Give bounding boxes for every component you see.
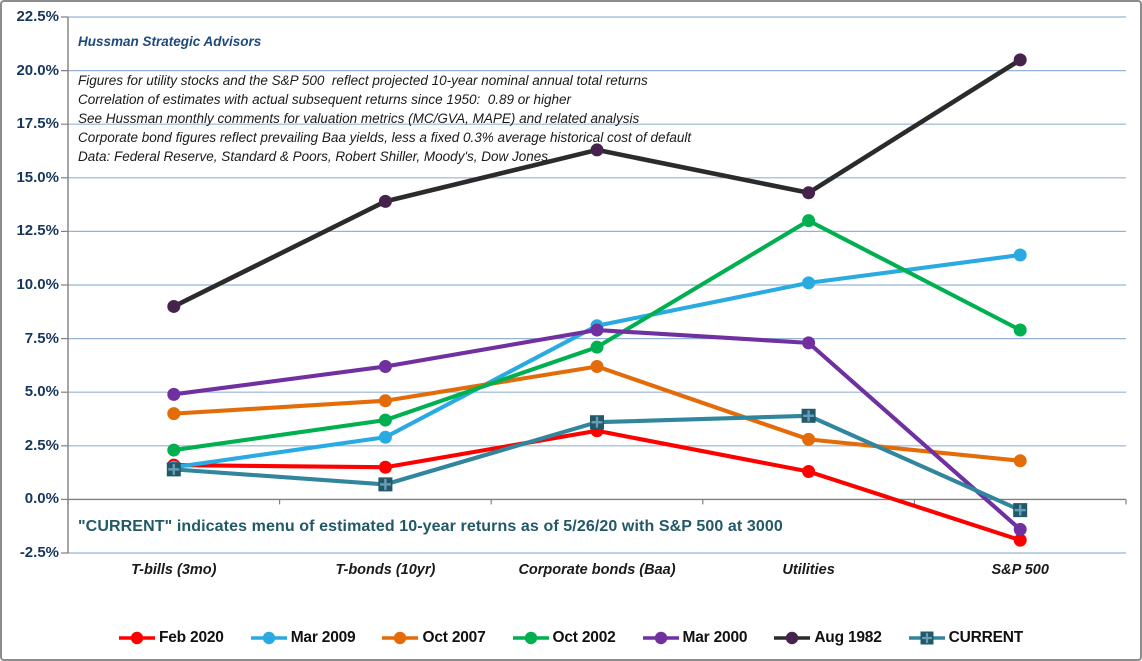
annotation-line: Figures for utility stocks and the S&P 5…	[78, 73, 648, 88]
legend-item-mar-2000: Mar 2000	[642, 629, 748, 647]
marker-dot	[802, 465, 816, 479]
marker-dot	[378, 430, 392, 444]
legend-marker-icon	[118, 631, 155, 645]
legend-item-aug-1982: Aug 1982	[774, 629, 882, 647]
x-axis-label: Corporate bonds (Baa)	[518, 562, 676, 578]
marker-dot	[802, 186, 816, 200]
y-axis-label: -2.5%	[19, 544, 59, 561]
marker-dot	[1013, 533, 1027, 547]
marker-dot	[167, 387, 181, 401]
marker-dot	[802, 432, 816, 446]
legend-label: Mar 2009	[290, 629, 356, 646]
x-axis-label: T-bills (3mo)	[131, 562, 217, 578]
marker-dot	[1013, 454, 1027, 468]
legend-marker-icon	[774, 631, 811, 645]
marker-dot	[1013, 248, 1027, 262]
legend-marker-icon	[382, 631, 419, 645]
marker-dot	[378, 394, 392, 408]
legend-label: Oct 2007	[422, 629, 486, 646]
marker-dot	[167, 443, 181, 457]
annotation-line: See Hussman monthly comments for valuati…	[78, 111, 640, 126]
legend-marker-icon	[642, 631, 679, 645]
marker-dot	[590, 359, 604, 373]
legend-label: Aug 1982	[814, 629, 882, 646]
marker-dot	[590, 323, 604, 337]
current-footnote: "CURRENT" indicates menu of estimated 10…	[78, 518, 783, 535]
legend-marker-icon	[908, 631, 945, 645]
marker-dot	[802, 214, 816, 228]
marker-dot	[1013, 522, 1027, 536]
marker-dot	[1013, 323, 1027, 337]
annotation-line: Data: Federal Reserve, Standard & Poors,…	[78, 149, 549, 164]
legend-label: Feb 2020	[158, 629, 224, 646]
annotation-line: Corporate bond figures reflect prevailin…	[78, 130, 692, 145]
marker-dot	[378, 460, 392, 474]
x-axis-label: S&P 500	[991, 562, 1049, 578]
legend-item-oct-2002: Oct 2002	[512, 629, 616, 647]
legend-item-current: CURRENT	[908, 629, 1024, 647]
marker-dot	[167, 407, 181, 421]
y-axis-label: 22.5%	[16, 8, 59, 25]
y-axis-label: 0.0%	[24, 490, 59, 508]
chart-legend: Feb 2020 Mar 2009 Oct 2007 Oct 2002 Mar 2000…	[2, 622, 1140, 654]
marker-dot	[802, 336, 816, 350]
chart-annotations: Figures for utility stocks and the S&P 5…	[78, 71, 691, 166]
marker-dot	[590, 340, 604, 354]
legend-label: CURRENT	[948, 629, 1024, 646]
series-line-oct-2007	[171, 364, 1023, 463]
y-axis-label: 10.0%	[16, 276, 59, 293]
legend-label: Mar 2000	[682, 629, 748, 646]
y-axis-label: 15.0%	[16, 168, 59, 186]
y-axis-label: 17.5%	[16, 115, 59, 133]
y-axis-label: 5.0%	[24, 383, 59, 401]
marker-dot	[378, 413, 392, 427]
marker-dot	[1013, 53, 1027, 67]
marker-dot	[378, 194, 392, 208]
legend-label: Oct 2002	[552, 629, 616, 646]
marker-dot	[590, 143, 604, 157]
y-axis-label: 20.0%	[16, 61, 59, 79]
x-axis-label: T-bonds (10yr)	[335, 562, 436, 578]
y-axis-label: 12.5%	[16, 222, 59, 240]
brand-title: Hussman Strategic Advisors	[78, 34, 262, 49]
y-axis-label: 2.5%	[24, 436, 59, 454]
x-axis-label: Utilities	[782, 562, 835, 578]
legend-item-oct-2007: Oct 2007	[382, 629, 486, 647]
marker-dot	[802, 276, 816, 290]
y-axis-label: 7.5%	[24, 329, 59, 347]
legend-item-feb-2020: Feb 2020	[118, 629, 224, 647]
marker-dot	[378, 359, 392, 373]
annotation-line: Correlation of estimates with actual sub…	[78, 92, 572, 107]
legend-item-mar-2009: Mar 2009	[250, 629, 356, 647]
legend-marker-icon	[250, 631, 287, 645]
legend-marker-icon	[512, 631, 549, 645]
marker-dot	[167, 299, 181, 313]
